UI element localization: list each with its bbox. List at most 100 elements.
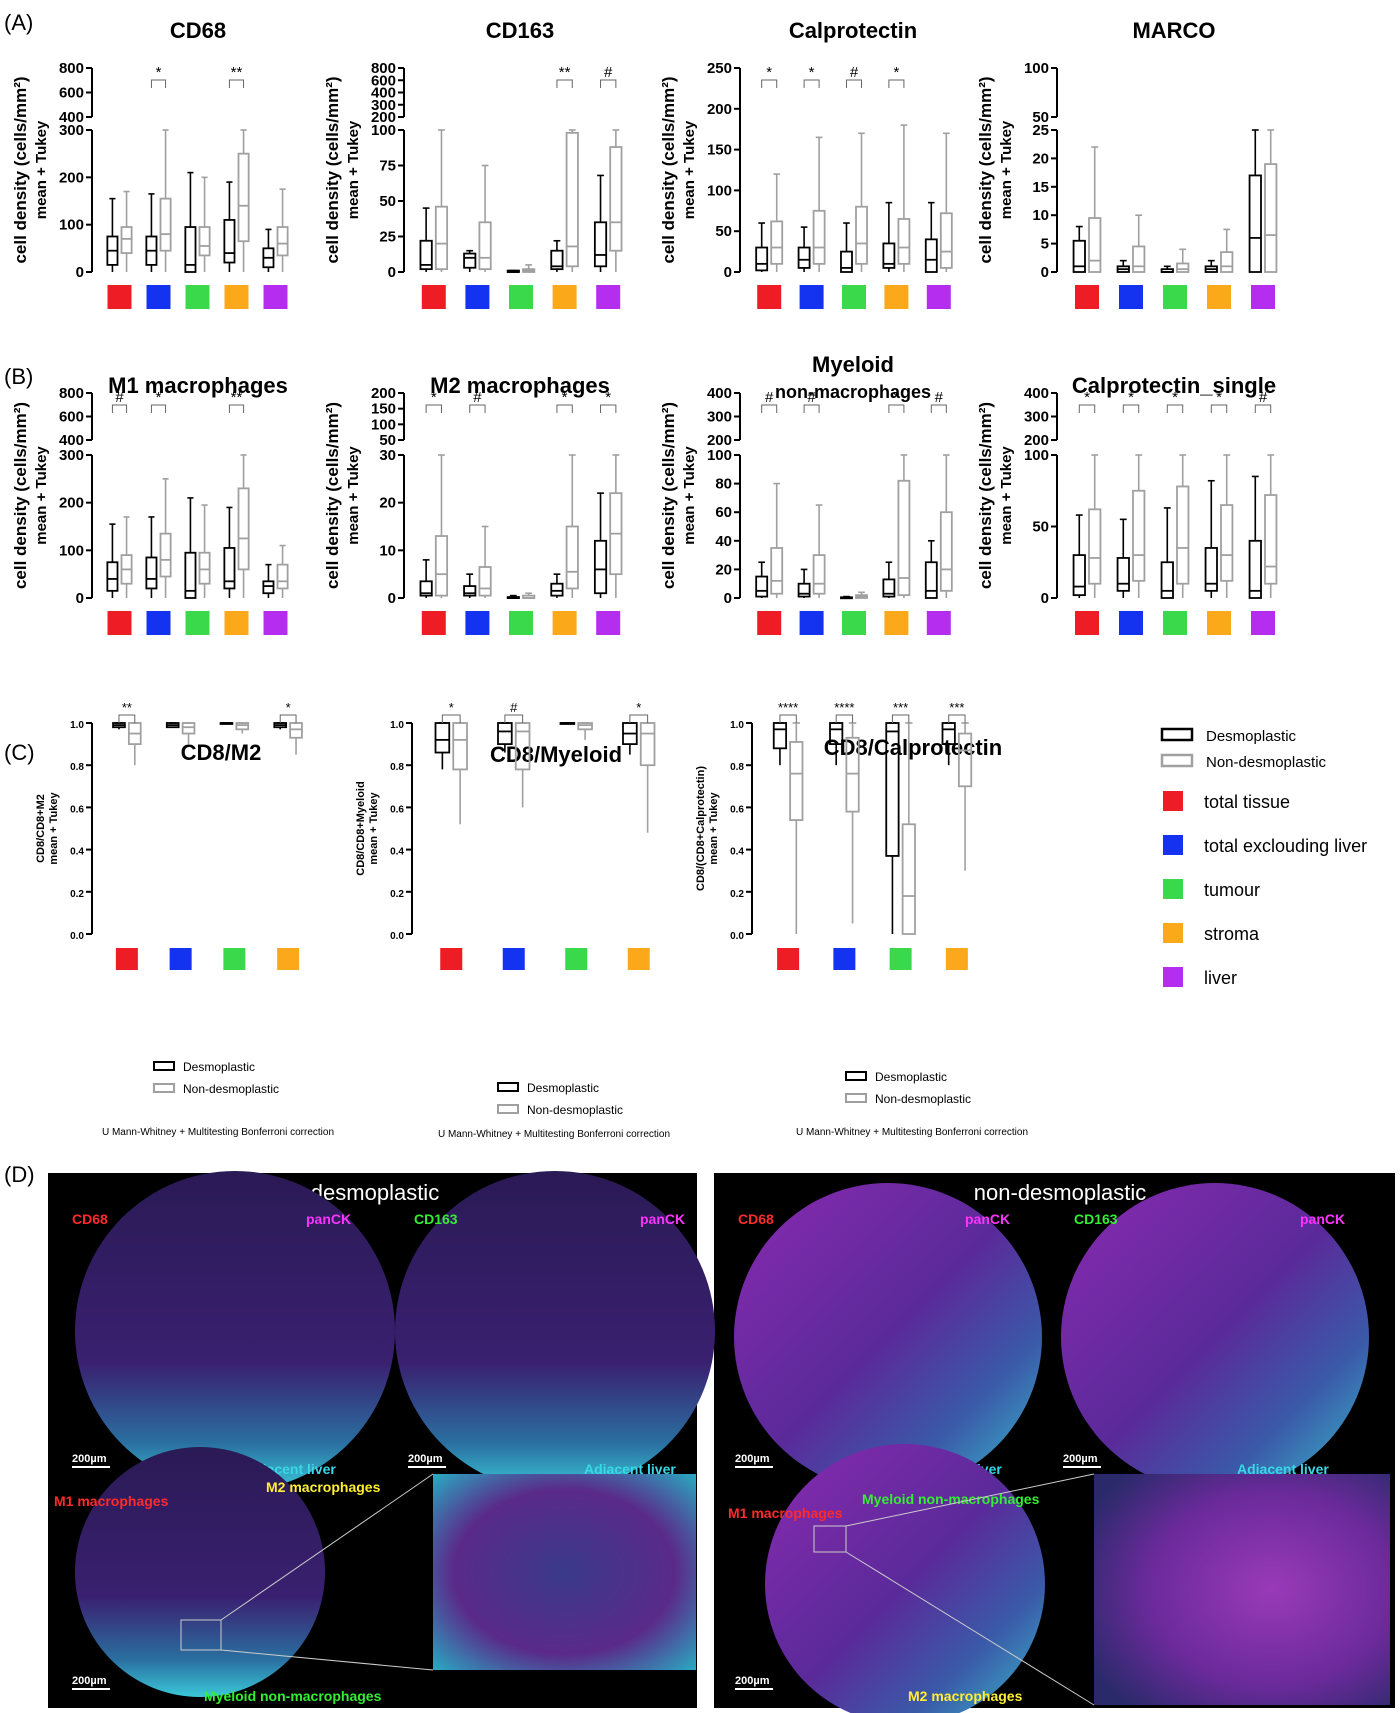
y-tick-label: 0.2 xyxy=(70,889,84,900)
y-tick-label: 1.0 xyxy=(390,720,404,731)
significance-bracket xyxy=(228,79,245,88)
y-tick-label: 300 xyxy=(59,122,84,139)
y-axis-label: CD8/CD8+M2 xyxy=(35,794,47,863)
y-tick-label-upper: 200 xyxy=(707,432,732,449)
box-non-desmoplastic xyxy=(770,547,784,595)
box-non-desmoplastic xyxy=(434,535,449,597)
box-desmoplastic xyxy=(1248,174,1262,273)
y-tick-label: 1.0 xyxy=(730,720,744,731)
significance-bracket xyxy=(279,714,297,723)
chart-title: CD8/M2 xyxy=(181,740,262,765)
scale-bar-desmo-3 xyxy=(72,1688,110,1690)
tissue-core-nondesmo-overlay xyxy=(765,1444,1045,1713)
box-non-desmoplastic xyxy=(1132,245,1146,273)
category-swatch xyxy=(799,611,824,635)
significance-label: # xyxy=(115,389,124,406)
y-tick-label: 15 xyxy=(1032,179,1049,196)
y-tick-label: 0.4 xyxy=(730,847,744,858)
significance-bracket xyxy=(228,404,245,413)
y-tick-label: 0.6 xyxy=(730,804,744,815)
y-axis-label: cell density (cells/mm²) xyxy=(976,402,995,589)
legend-non-desmoplastic-swatch xyxy=(1160,753,1194,768)
category-swatch xyxy=(263,285,288,309)
box-desmoplastic xyxy=(840,250,853,273)
y-tick-label: 0.4 xyxy=(70,847,84,858)
y-tick-label: 80 xyxy=(715,476,732,493)
significance-bracket xyxy=(600,404,617,413)
category-swatch xyxy=(224,611,249,635)
box-non-desmoplastic xyxy=(1176,485,1190,585)
legend-non-desmoplastic-label: Non-desmoplastic xyxy=(1206,754,1327,771)
significance-bracket xyxy=(835,714,854,723)
box-non-desmoplastic xyxy=(609,146,623,252)
box-non-desmoplastic xyxy=(237,152,250,243)
significance-label: # xyxy=(604,64,613,81)
y-axis-label: cell density (cells/mm²) xyxy=(323,76,342,263)
box-desmoplastic xyxy=(882,242,896,269)
category-swatch xyxy=(224,285,249,309)
legend-desmoplastic-label: Desmoplastic xyxy=(1206,728,1297,745)
significance-label: * xyxy=(1216,389,1222,406)
box-desmoplastic xyxy=(550,249,564,271)
category-swatch xyxy=(884,285,909,309)
scale-bar-desmo-2 xyxy=(408,1466,446,1468)
category-swatch xyxy=(465,285,490,309)
box-non-desmoplastic xyxy=(770,220,784,265)
chart-title: Myeloid xyxy=(812,352,894,377)
category-swatch xyxy=(1251,611,1275,635)
significance-bracket xyxy=(504,714,524,723)
category-swatch xyxy=(185,611,210,635)
significance-bracket xyxy=(556,404,573,413)
category-swatch xyxy=(509,611,533,635)
significance-bracket xyxy=(803,404,820,413)
y-tick-label-upper: 150 xyxy=(371,401,396,418)
c-legend-1-desmo-label: Desmoplastic xyxy=(183,1060,255,1074)
chart-title: M1 macrophages xyxy=(108,373,288,398)
chart-title: Calprotectin xyxy=(789,18,917,43)
box-non-desmoplastic xyxy=(957,732,973,788)
significance-bracket xyxy=(556,79,573,88)
significance-bracket xyxy=(425,404,442,413)
label-panck-nondesmo-2: panCK xyxy=(1300,1211,1345,1227)
significance-label: # xyxy=(807,389,816,406)
box-non-desmoplastic xyxy=(434,205,449,271)
y-axis-label-2: mean + Tukey xyxy=(708,791,720,864)
box-desmoplastic xyxy=(924,561,938,599)
panel-letter-a: (A) xyxy=(4,10,33,35)
significance-label: **** xyxy=(834,700,854,715)
tissue-core-desmo-cd163 xyxy=(395,1171,715,1491)
significance-bracket xyxy=(948,714,966,723)
significance-bracket xyxy=(150,79,167,88)
y-tick-label: 25 xyxy=(379,229,396,246)
y-tick-label-upper: 300 xyxy=(1024,409,1049,426)
box-desmoplastic xyxy=(419,580,433,597)
significance-bracket xyxy=(1254,404,1272,413)
box-non-desmoplastic xyxy=(855,205,868,265)
c-legend-3-desmo-swatch xyxy=(845,1071,867,1081)
y-tick-label-upper: 400 xyxy=(59,109,84,126)
box-desmoplastic xyxy=(145,556,158,590)
box-desmoplastic xyxy=(593,221,608,268)
chart-title: CD68 xyxy=(170,18,226,43)
y-tick-label: 0.8 xyxy=(730,762,744,773)
significance-label: # xyxy=(765,389,774,406)
y-axis-label-2: mean + Tukey xyxy=(681,120,698,219)
category-swatch xyxy=(842,285,866,309)
significance-label: * xyxy=(562,389,568,406)
tissue-core-desmo-cd68 xyxy=(75,1171,395,1491)
y-tick-label-upper: 300 xyxy=(707,409,732,426)
box-non-desmoplastic xyxy=(198,551,211,585)
c-legend-3-nondesmo-label: Non-desmoplastic xyxy=(875,1092,971,1106)
box-non-desmoplastic xyxy=(812,554,826,595)
zoom-box-nondesmo xyxy=(813,1525,847,1553)
chart-10: CD8/Myeloid 0.0 0.2 0.4 0.6 0.8 1.0 CD8/CD8+Mye… xyxy=(355,700,656,970)
y-tick-label-upper: 50 xyxy=(1032,109,1049,126)
box-non-desmoplastic xyxy=(1220,504,1234,582)
label-panck-desmo-1: panCK xyxy=(306,1211,351,1227)
c-footnote-2: U Mann-Whitney + Multitesting Bonferroni… xyxy=(438,1129,670,1140)
y-tick-label: 50 xyxy=(715,223,732,240)
box-desmoplastic xyxy=(755,575,769,598)
chart-title: CD8/Calprotectin xyxy=(824,735,1002,760)
significance-label: * xyxy=(431,389,437,406)
y-tick-label-upper: 100 xyxy=(371,416,396,433)
